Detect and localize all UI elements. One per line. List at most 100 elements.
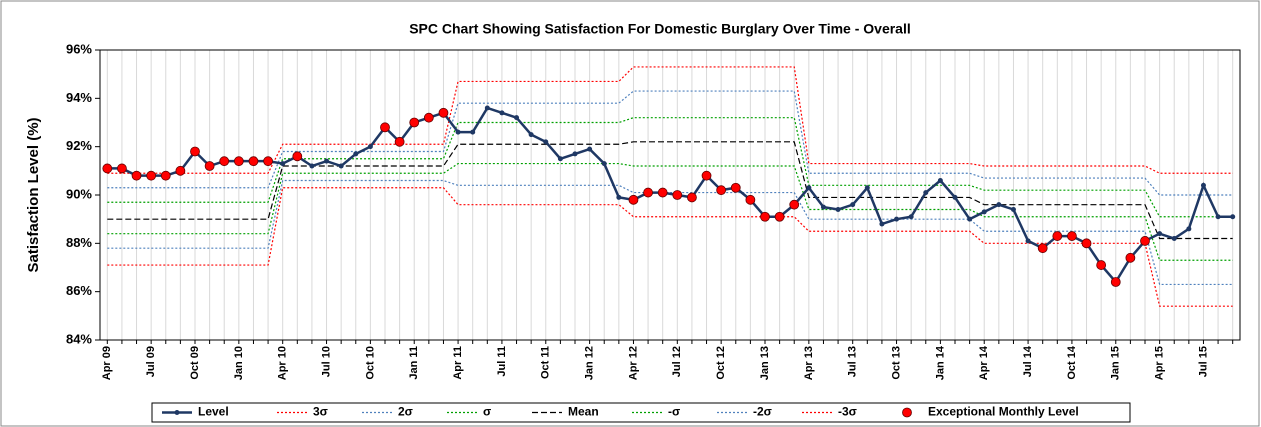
data-point: [309, 163, 315, 169]
legend-label: -σ: [668, 405, 680, 419]
legend-label: Level: [198, 405, 229, 419]
y-tick-label: 84%: [66, 331, 92, 346]
y-axis-label: Satisfaction Level (%): [25, 117, 42, 272]
x-tick-label: Apr 12: [627, 346, 639, 380]
data-point: [967, 216, 973, 222]
legend-label: -3σ: [838, 405, 857, 419]
exceptional-point: [1096, 260, 1107, 270]
y-tick-label: 94%: [66, 90, 92, 105]
x-tick-label: Apr 13: [803, 346, 815, 380]
series-line: [107, 66, 1233, 174]
x-tick-label: Jan 13: [759, 346, 771, 380]
data-point: [470, 129, 476, 135]
x-tick-label: Jul 11: [496, 346, 508, 377]
exceptional-point: [789, 199, 800, 210]
data-point: [353, 151, 359, 157]
data-point: [996, 202, 1002, 208]
data-point: [528, 132, 534, 138]
data-point: [820, 204, 826, 210]
exceptional-point: [1081, 238, 1092, 249]
data-point: [601, 161, 607, 167]
data-point: [937, 178, 943, 183]
x-tick-label: Apr 11: [452, 346, 464, 380]
data-point: [572, 151, 578, 157]
exceptional-point: [701, 170, 712, 181]
exceptional-point: [745, 194, 756, 205]
x-tick-label: Jan 14: [934, 345, 946, 380]
data-point: [324, 158, 330, 164]
x-tick-label: Apr 09: [101, 346, 113, 380]
exceptional-point: [292, 151, 303, 162]
exceptional-point: [146, 170, 157, 181]
x-tick-label: Oct 12: [715, 346, 727, 380]
exceptional-point: [263, 156, 273, 167]
x-tick-label: Apr 15: [1154, 346, 1166, 380]
series-line: [107, 90, 1233, 196]
exceptional-point: [438, 107, 449, 118]
data-point: [1025, 238, 1031, 244]
exceptional-point: [102, 163, 113, 174]
exceptional-point: [394, 136, 405, 147]
data-point: [455, 129, 461, 135]
chart-title: SPC Chart Showing Satisfaction For Domes…: [409, 21, 911, 37]
exceptional-point: [1125, 252, 1136, 263]
legend-swatch: [174, 410, 180, 415]
legend-label: Mean: [568, 405, 599, 419]
exceptional-point: [1067, 231, 1077, 241]
data-point: [1171, 236, 1177, 241]
exceptional-point: [233, 156, 244, 167]
data-point: [1010, 207, 1016, 212]
legend-label: σ: [483, 405, 491, 419]
exceptional-point: [643, 187, 653, 198]
x-tick-label: Oct 14: [1066, 345, 1078, 380]
exceptional-point: [760, 211, 770, 222]
exceptional-point: [1052, 231, 1063, 241]
data-point: [850, 202, 856, 208]
x-tick-label: Jul 09: [145, 346, 157, 377]
series-line: [107, 141, 1233, 240]
x-tick-label: Apr 14: [978, 345, 990, 380]
legend-label: 2σ: [398, 405, 413, 419]
y-tick-label: 86%: [66, 283, 92, 298]
data-point: [1157, 231, 1163, 237]
exceptional-point: [160, 170, 171, 181]
data-point: [981, 209, 987, 215]
x-tick-label: Apr 10: [277, 346, 289, 380]
legend-swatch: [902, 407, 912, 418]
legend-label: Exceptional Monthly Level: [928, 405, 1079, 419]
exceptional-point: [1140, 236, 1150, 246]
data-point: [1230, 214, 1236, 220]
exceptional-point: [687, 192, 697, 203]
x-tick-label: Jul 10: [320, 346, 332, 377]
exceptional-point: [672, 190, 683, 200]
exceptional-point: [117, 163, 127, 174]
exceptional-point: [219, 156, 230, 167]
x-tick-label: Oct 09: [189, 346, 201, 380]
y-tick-label: 92%: [66, 138, 92, 153]
data-point: [923, 190, 929, 196]
x-tick-label: Jan 15: [1110, 346, 1122, 380]
data-point: [864, 185, 870, 191]
exceptional-point: [730, 182, 741, 193]
series-line: [107, 162, 1233, 261]
data-point: [338, 163, 344, 169]
data-point: [908, 214, 914, 220]
exceptional-point: [1110, 277, 1121, 287]
data-point: [543, 139, 549, 145]
data-point: [557, 156, 563, 162]
series-line: [107, 117, 1233, 218]
exceptional-point: [248, 156, 259, 167]
data-point: [894, 216, 900, 222]
exceptional-point: [657, 187, 668, 198]
y-tick-label: 88%: [66, 235, 92, 250]
legend-label: 3σ: [313, 405, 328, 419]
series-line: [107, 187, 1233, 307]
x-tick-label: Oct 11: [540, 346, 552, 379]
data-point: [616, 194, 622, 200]
data-point: [952, 194, 958, 200]
x-tick-label: Oct 13: [890, 346, 902, 380]
exceptional-point: [380, 122, 390, 133]
data-point: [1200, 182, 1206, 188]
x-tick-label: Oct 10: [364, 346, 376, 380]
